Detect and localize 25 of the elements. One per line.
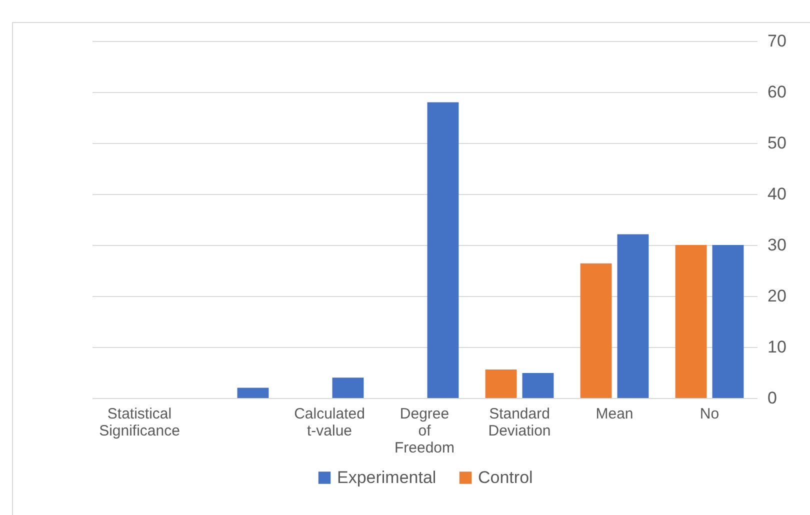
- x-tick-label: Degree of Freedom: [394, 406, 455, 456]
- bar: [237, 388, 269, 398]
- y-tick-label: 60: [768, 82, 786, 102]
- bar: [580, 263, 612, 398]
- x-tick-label: No: [700, 406, 720, 422]
- bar: [675, 245, 707, 398]
- y-tick-label: 30: [768, 236, 786, 254]
- x-tick-label: Standard Deviation: [488, 406, 551, 440]
- legend-label: Control: [478, 468, 533, 487]
- bar: [522, 373, 554, 398]
- y-tick-label: 10: [768, 338, 786, 356]
- y-tick-label: 0: [768, 388, 777, 408]
- x-tick-label: Calculated t-value: [294, 406, 365, 440]
- bar: [485, 369, 517, 398]
- bar: [427, 102, 459, 398]
- y-tick-label: 70: [768, 32, 786, 50]
- bar: [332, 378, 364, 398]
- legend-label: Experimental: [337, 468, 436, 487]
- y-tick-label: 40: [768, 184, 786, 204]
- x-tick-label: Mean: [596, 406, 634, 422]
- y-tick-label: 20: [768, 286, 786, 306]
- bar: [712, 245, 744, 398]
- x-tick-label: Statistical Significance: [99, 406, 180, 440]
- bar: [617, 234, 649, 398]
- y-tick-label: 50: [768, 134, 786, 152]
